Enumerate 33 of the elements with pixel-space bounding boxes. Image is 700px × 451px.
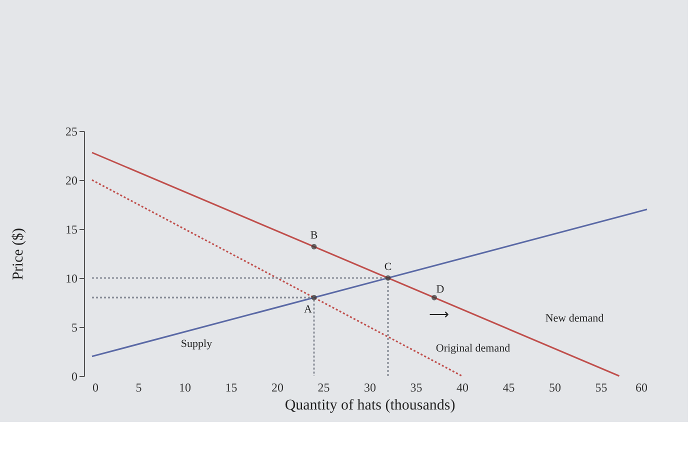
annotation: A [304,304,312,316]
annotation: D [436,284,444,296]
x-tick-label: 30 [364,380,376,394]
y-tick-label: 10 [66,272,78,286]
annotation: B [310,230,318,242]
x-tick-label: 15 [225,380,238,394]
y-tick-label: 25 [66,124,78,138]
annotation: New demand [545,312,604,325]
annotation: Original demand [436,342,511,354]
y-tick-label: 20 [66,174,78,188]
x-tick-label: 25 [318,380,330,394]
point [432,294,437,300]
y-tick-label: 5 [72,320,78,334]
x-tick-label: 60 [636,380,648,394]
y-tick-label: 15 [66,222,78,236]
x-tick-label: 5 [136,380,142,394]
x-tick-label: 40 [456,380,468,394]
x-tick-label: 20 [272,380,284,394]
point [311,294,317,300]
x-tick-label: 10 [179,380,191,394]
point [311,244,317,250]
point [385,275,391,281]
annotation: C [384,261,392,273]
annotation: Supply [180,338,213,350]
x-axis-title: Quantity of hats (thousands) [284,398,456,414]
annotation: ⟶ [429,308,449,323]
x-tick-label: 55 [595,380,608,394]
x-tick-label: 35 [410,380,422,394]
x-tick-label: 50 [549,380,561,394]
x-tick-label: 0 [92,380,98,394]
y-axis-title: Price ($) [10,228,26,280]
x-tick-label: 45 [502,380,515,394]
y-tick-label: 0 [72,370,78,384]
